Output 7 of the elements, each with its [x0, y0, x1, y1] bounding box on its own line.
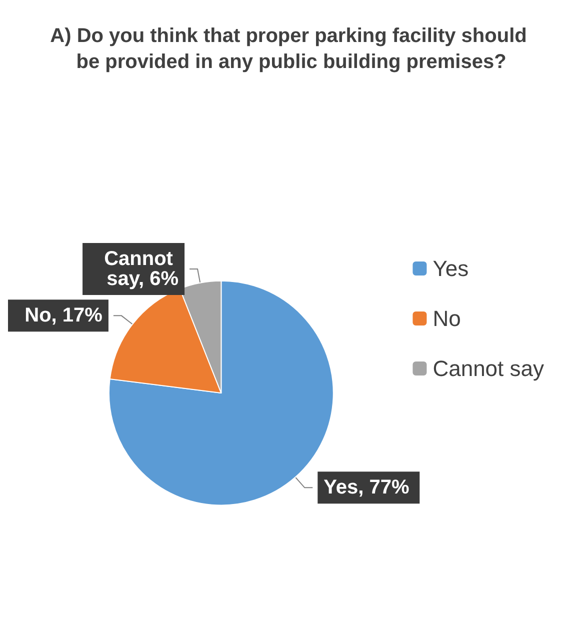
legend-label: Yes [432, 256, 469, 281]
data-label: Yes, 77% [324, 476, 410, 499]
data-label: Cannot say, 6% [104, 248, 179, 290]
data-label: No, 17% [24, 304, 103, 327]
legend-label: No [432, 306, 461, 331]
legend-label: Cannot say [432, 356, 544, 381]
chart-title: A) Do you think that proper parking facility should be provided in any public building premises? [50, 25, 527, 73]
